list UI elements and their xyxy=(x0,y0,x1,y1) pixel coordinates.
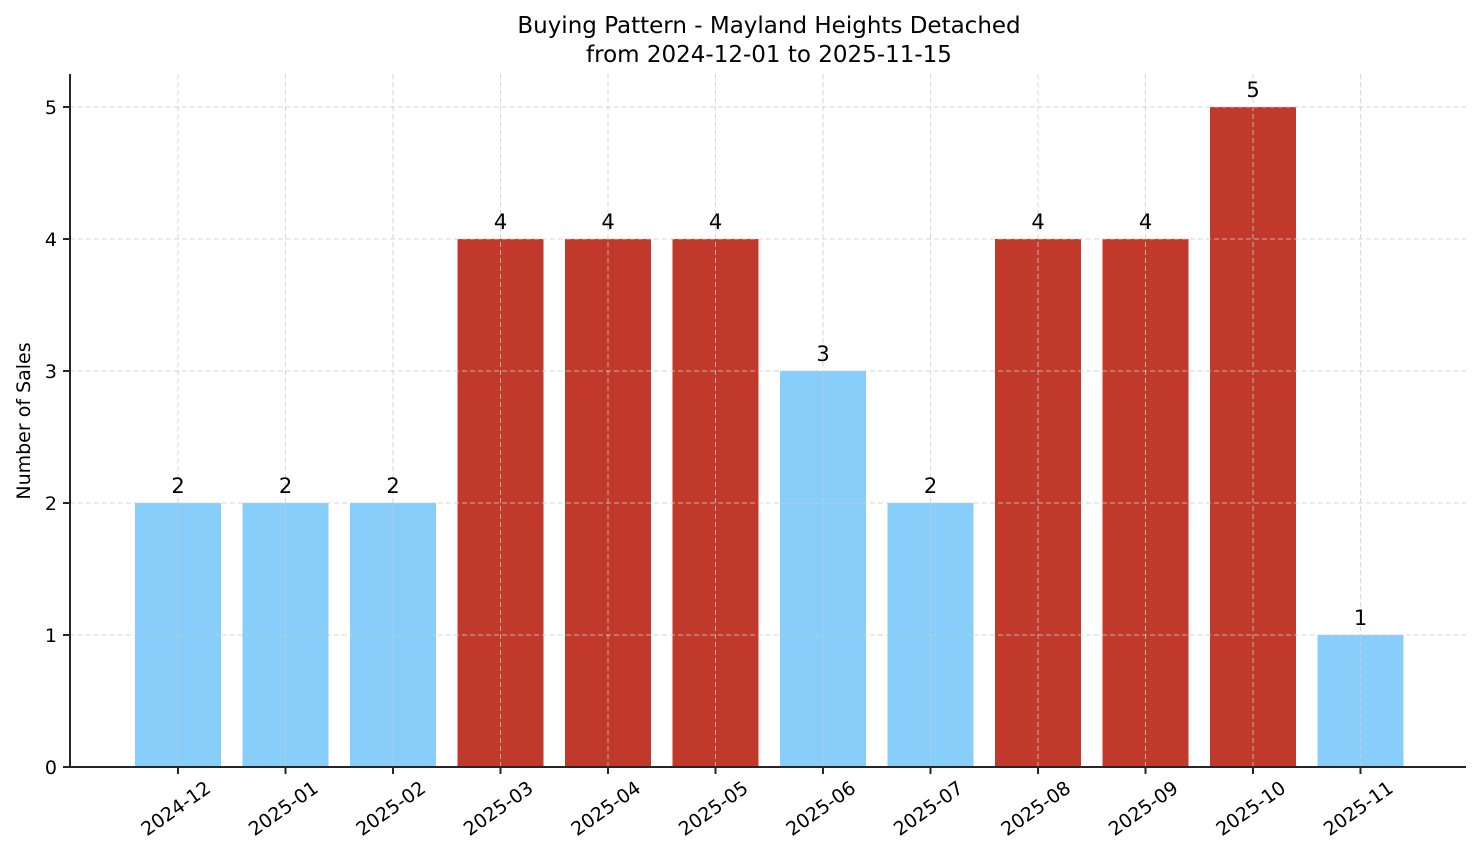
x-tick-label: 2025-07 xyxy=(890,777,968,841)
bar-value-label: 2 xyxy=(386,474,399,498)
y-axis-label: Number of Sales xyxy=(13,342,35,499)
x-tick-label: 2025-09 xyxy=(1105,777,1183,841)
x-tick-label: 2025-04 xyxy=(567,777,645,841)
bar-value-label: 1 xyxy=(1354,606,1367,630)
y-tick-label: 1 xyxy=(45,625,57,647)
y-tick-label: 5 xyxy=(45,97,57,119)
grid-lines xyxy=(70,74,1466,767)
x-tick-label: 2024-12 xyxy=(137,777,215,841)
y-tick-label: 2 xyxy=(45,493,57,515)
chart-title: Buying Pattern - Mayland Heights Detache… xyxy=(517,13,1020,39)
bar-value-label: 3 xyxy=(816,342,829,366)
x-axis-ticks: 2024-12 2025-01 2025-02 2025-03 2025-04 2025-… xyxy=(137,767,1397,841)
x-tick-label: 2025-10 xyxy=(1212,777,1290,841)
bar-value-label: 4 xyxy=(601,210,614,234)
x-tick-label: 2025-03 xyxy=(460,777,538,841)
bar-value-label: 4 xyxy=(494,210,507,234)
y-axis-ticks: 0 1 2 3 4 5 xyxy=(45,97,70,779)
x-tick-label: 2025-06 xyxy=(782,777,860,841)
y-tick-label: 3 xyxy=(45,361,57,383)
bar-value-label: 4 xyxy=(1031,210,1044,234)
bar-value-labels: 2 2 2 4 4 4 3 2 4 4 5 1 xyxy=(171,78,1367,630)
x-tick-label: 2025-05 xyxy=(675,777,753,841)
bar-value-label: 2 xyxy=(924,474,937,498)
bar-value-label: 4 xyxy=(1139,210,1152,234)
y-tick-label: 4 xyxy=(45,229,57,251)
x-tick-label: 2025-11 xyxy=(1320,777,1398,841)
chart-subtitle: from 2024-12-01 to 2025-11-15 xyxy=(586,42,952,68)
x-tick-label: 2025-08 xyxy=(997,777,1075,841)
bar-value-label: 5 xyxy=(1246,78,1259,102)
y-tick-label: 0 xyxy=(45,757,57,779)
bar-value-label: 2 xyxy=(171,474,184,498)
bar-value-label: 2 xyxy=(279,474,292,498)
x-tick-label: 2025-01 xyxy=(245,777,323,841)
x-tick-label: 2025-02 xyxy=(352,777,430,841)
bar-value-label: 4 xyxy=(709,210,722,234)
bars-group xyxy=(135,107,1404,767)
